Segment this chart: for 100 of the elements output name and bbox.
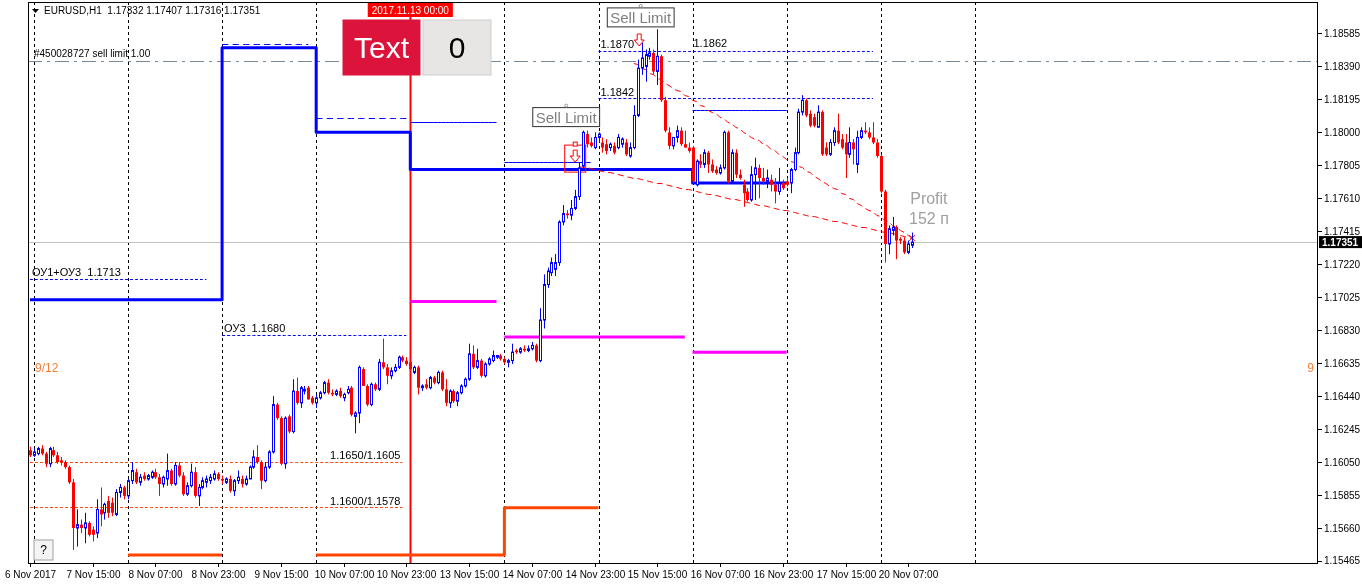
- x-tick-label: 6 Nov 2017: [4, 569, 57, 580]
- x-tick-label: 13 Nov 15:00: [439, 569, 500, 580]
- y-tick-label: 1.17220: [1324, 258, 1361, 270]
- x-tick-label: 8 Nov 23:00: [191, 569, 246, 580]
- candlestick: [837, 113, 840, 145]
- annotation: Sell Limit: [535, 108, 598, 126]
- x-tick-label: 14 Nov 23:00: [565, 569, 626, 580]
- annotation: Text: [353, 31, 410, 64]
- x-tick-label: 10 Nov 23:00: [376, 569, 437, 580]
- candlestick: [115, 488, 118, 517]
- candlestick: [876, 138, 879, 159]
- ref-line-label: #450028727 sell limit 1.00: [34, 48, 151, 60]
- x-tick-label: 16 Nov 23:00: [753, 569, 814, 580]
- annotation: 0: [448, 31, 466, 64]
- candlestick: [382, 338, 385, 370]
- candlestick: [668, 126, 671, 150]
- y-tick-label: 1.18195: [1324, 93, 1361, 105]
- candlestick: [774, 177, 777, 204]
- annotation: 9/12: [35, 361, 59, 375]
- text-button: Text: [342, 19, 421, 76]
- annotation: ?: [40, 543, 48, 557]
- y-tick-label: 1.15855: [1324, 489, 1361, 501]
- y-tick-label: 1.15465: [1324, 555, 1361, 567]
- y-tick-label: 1.16830: [1324, 324, 1361, 336]
- candlestick: [817, 104, 820, 128]
- candlestick: [852, 138, 855, 165]
- candlestick: [511, 343, 514, 365]
- annotation: 1.1862: [693, 36, 728, 49]
- value-button: 0: [422, 19, 492, 76]
- candlestick: [386, 363, 389, 385]
- y-tick-label: 1.17610: [1324, 192, 1361, 204]
- x-tick-label: 14 Nov 07:00: [502, 569, 563, 580]
- annotation: 9: [1307, 361, 1315, 375]
- candlestick: [366, 383, 369, 407]
- x-tick-label: 20 Nov 07:00: [878, 569, 939, 580]
- y-tick-label: 1.18585: [1324, 27, 1361, 39]
- candlestick: [570, 199, 573, 221]
- x-tick-label: 17 Nov 15:00: [816, 569, 877, 580]
- candlestick: [68, 464, 71, 485]
- series-label: ОУ1+ОУ3 1.1713: [31, 266, 121, 279]
- y-tick-label: 1.18390: [1324, 60, 1361, 72]
- candlestick: [256, 444, 259, 465]
- candlestick: [441, 370, 444, 392]
- candlestick: [696, 158, 699, 187]
- candlestick: [707, 150, 710, 174]
- y-tick-label: 1.16440: [1324, 390, 1361, 402]
- candlestick: [166, 453, 169, 487]
- candlestick: [194, 466, 197, 499]
- annotation: 152 п: [908, 210, 949, 228]
- candlestick: [872, 121, 875, 145]
- candlestick: [174, 461, 177, 487]
- y-tick-label: 1.16050: [1324, 456, 1361, 468]
- y-tick-label: 1.17805: [1324, 159, 1361, 171]
- candlestick: [778, 167, 781, 196]
- candlestick: [158, 473, 161, 497]
- candlestick: [84, 512, 87, 544]
- x-tick-label: 15 Nov 15:00: [627, 569, 688, 580]
- candlestick: [96, 498, 99, 539]
- y-tick-label: 1.16635: [1324, 357, 1361, 369]
- candlestick: [703, 148, 706, 169]
- series-label: ОУ3 1.1680: [224, 322, 286, 335]
- y-tick-label: 1.17415: [1324, 225, 1361, 237]
- x-tick-label: 8 Nov 07:00: [128, 569, 183, 580]
- candlestick: [758, 163, 761, 199]
- candlestick: [107, 495, 110, 519]
- series-label: 1.1600/1.1578: [330, 494, 401, 507]
- candlestick: [766, 169, 769, 189]
- x-tick-label: 2017.11.13 00:00: [371, 4, 450, 16]
- x-tick-label: 16 Nov 07:00: [690, 569, 751, 580]
- ref-line-label: 1.17351: [1322, 236, 1359, 248]
- candlestick: [445, 378, 448, 407]
- candlestick: [472, 344, 475, 370]
- candlestick: [296, 377, 299, 406]
- series-label: 1.1650/1.1605: [330, 449, 401, 462]
- y-tick-label: 1.15660: [1324, 522, 1361, 534]
- candlestick: [362, 366, 365, 387]
- candlestick: [111, 497, 114, 517]
- y-tick-label: 1.17025: [1324, 291, 1361, 303]
- candlestick: [182, 471, 185, 497]
- x-tick-label: 7 Nov 15:00: [66, 569, 121, 580]
- series-label: 1.1842: [600, 85, 635, 98]
- y-tick-label: 1.16245: [1324, 423, 1361, 435]
- candlestick: [480, 358, 483, 379]
- help-button: ?: [33, 539, 54, 561]
- candlestick: [845, 133, 848, 179]
- candlestick: [260, 459, 263, 490]
- candlestick: [754, 157, 757, 201]
- candlestick: [417, 365, 420, 395]
- chart-title: EURUSD,H1 1.17332 1.17407 1.17316 1.17351: [44, 5, 261, 16]
- annotation: Profit: [910, 189, 949, 207]
- x-tick-label: 10 Nov 07:00: [314, 569, 375, 580]
- candlestick: [535, 343, 538, 363]
- candlestick: [848, 126, 851, 159]
- candlestick: [370, 382, 373, 407]
- candlestick: [680, 126, 683, 147]
- candlestick: [288, 414, 291, 434]
- candlestick: [76, 508, 79, 548]
- candlestick: [735, 148, 738, 179]
- y-tick-label: 1.18000: [1324, 126, 1361, 138]
- candlestick: [476, 348, 479, 370]
